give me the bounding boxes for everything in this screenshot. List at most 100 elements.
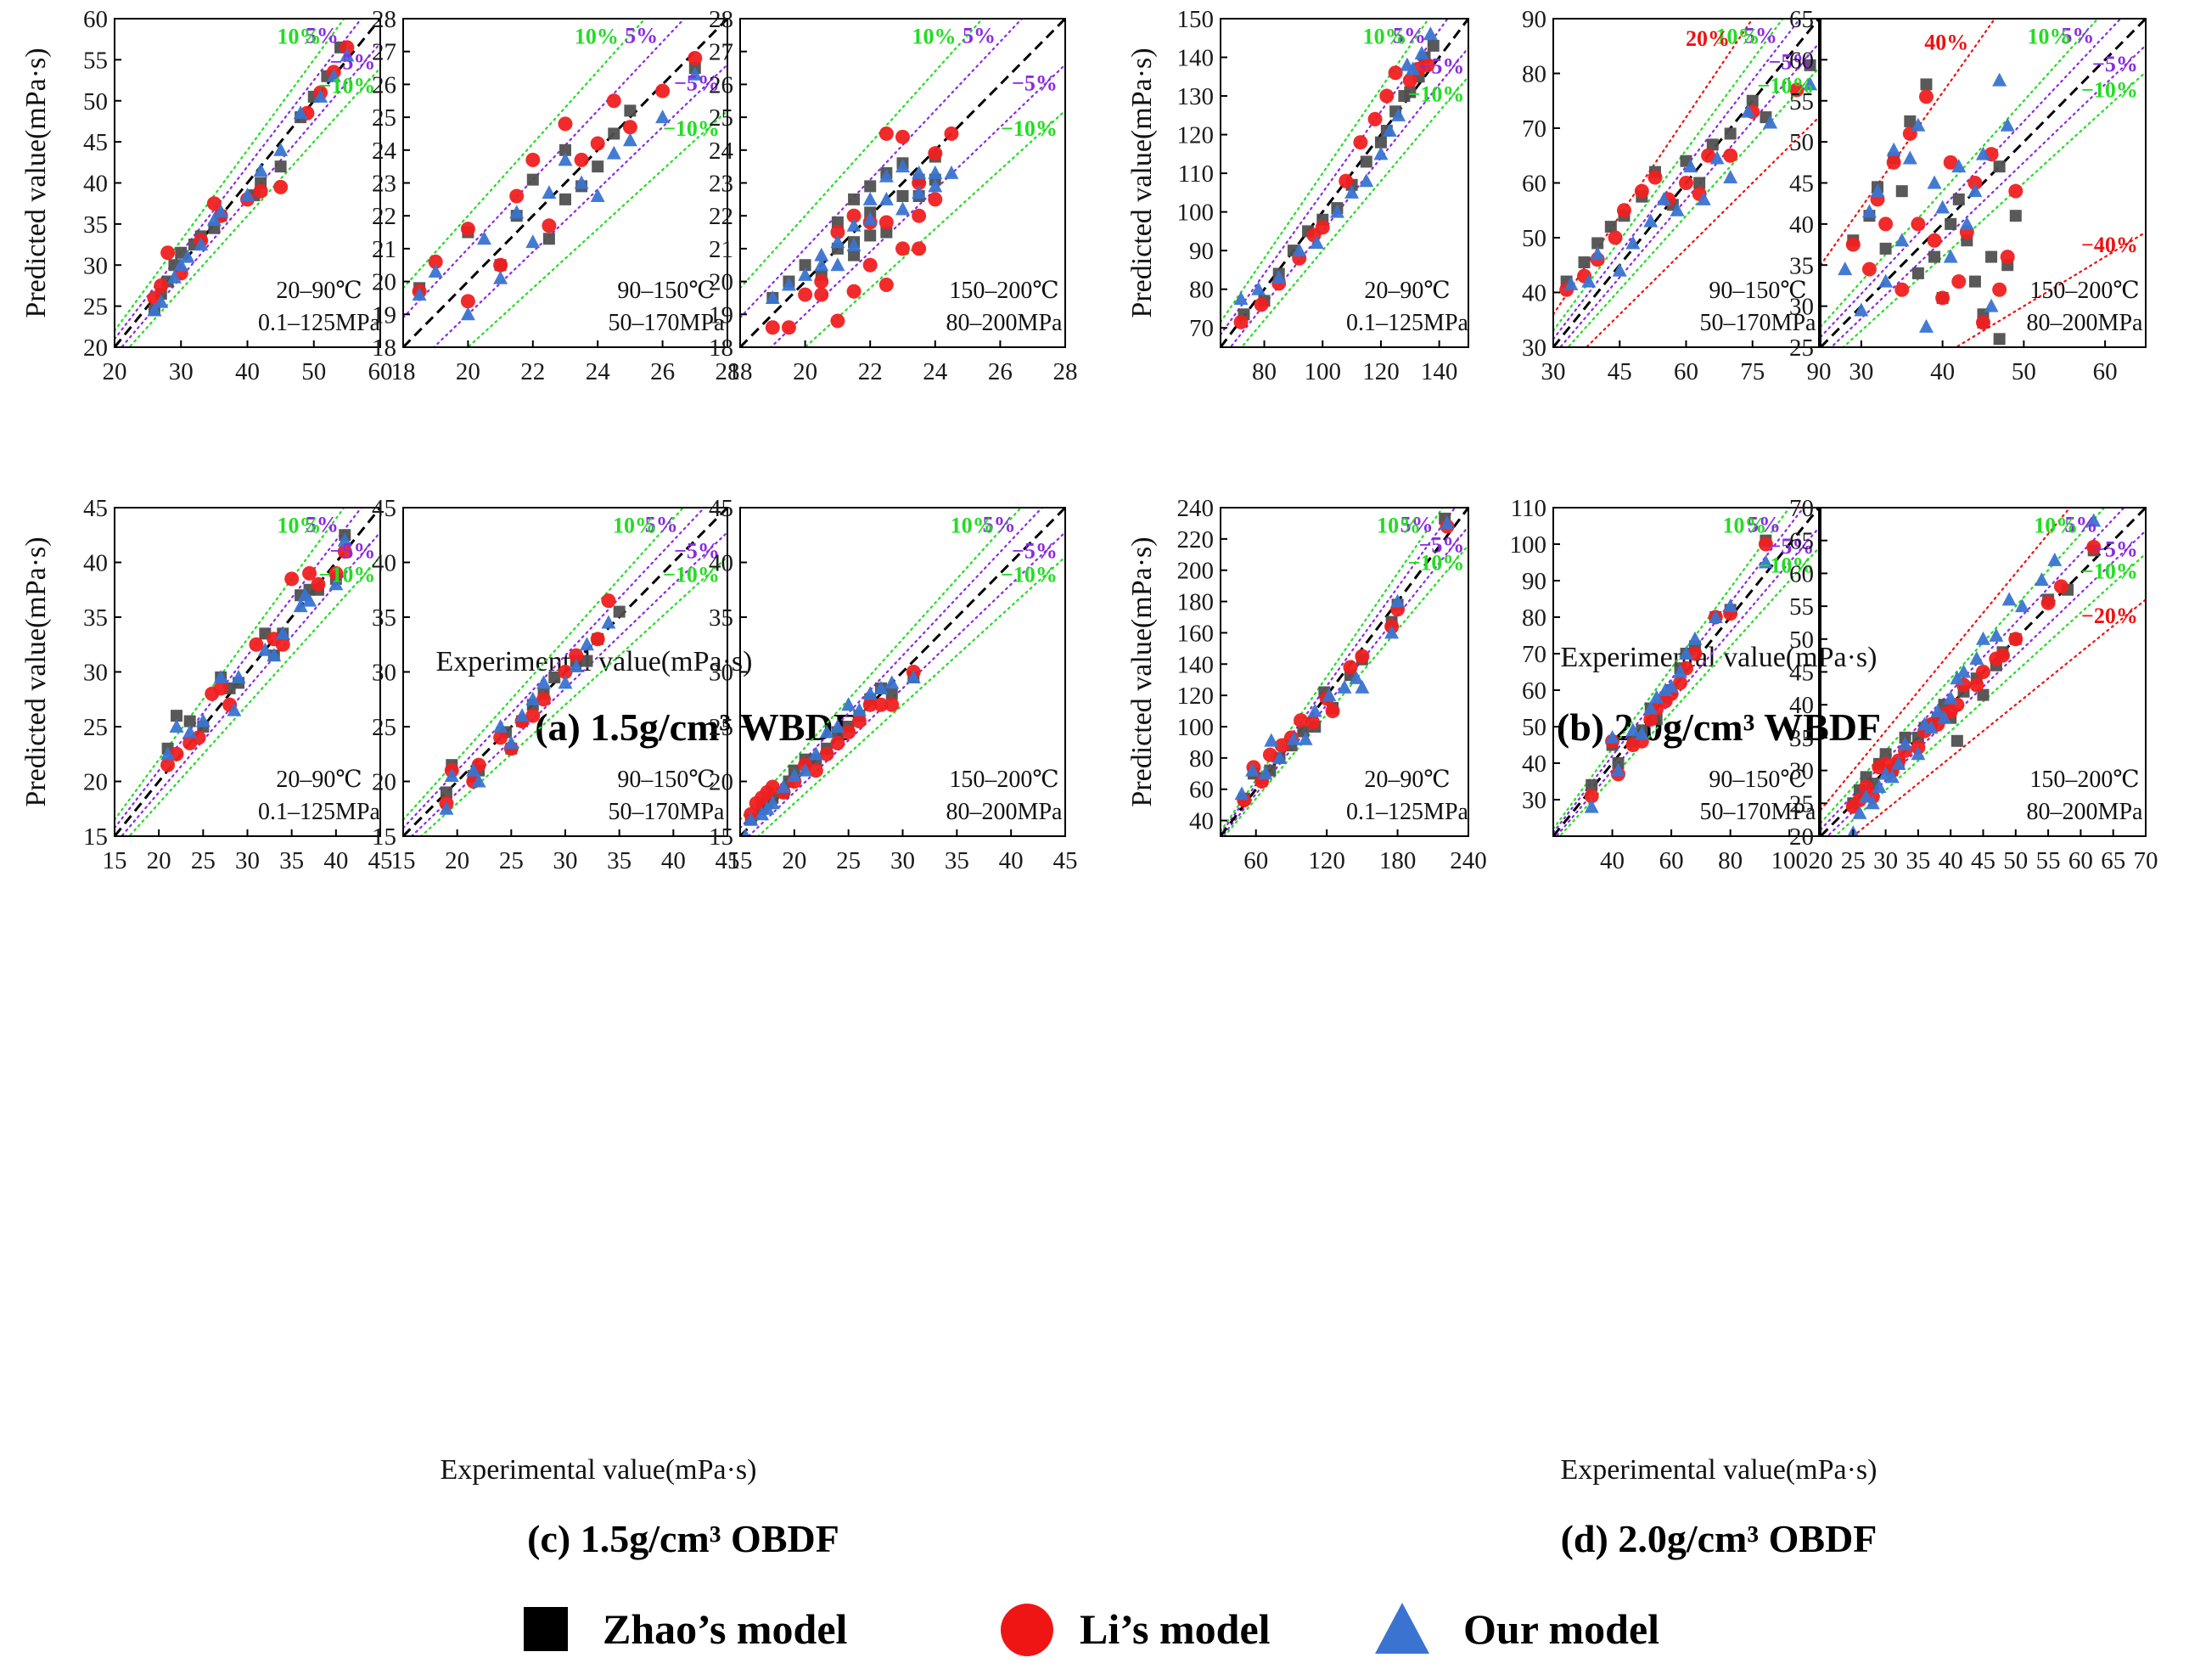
y-tick-label: 28 (372, 6, 396, 33)
marker-our (337, 532, 352, 547)
band-label-upper-5: 5% (1744, 23, 1777, 48)
marker-li (895, 129, 910, 144)
y-tick-label: 60 (83, 6, 108, 33)
marker-zhao (1804, 59, 1816, 71)
marker-our (1709, 150, 1725, 165)
marker-our (1884, 769, 1900, 784)
y-tick-label: 50 (83, 88, 108, 115)
band-lower-20 (1585, 116, 1819, 347)
marker-our (1658, 683, 1673, 696)
marker-zhao (848, 249, 861, 261)
y-tick-label: 80 (1522, 604, 1546, 632)
marker-li (765, 320, 780, 335)
marker-li (1969, 677, 1984, 693)
marker-our (1673, 664, 1688, 678)
x-tick-label: 15 (391, 847, 416, 874)
band-label-upper-5: 5% (2061, 23, 2094, 48)
x-tick-label: 140 (1421, 358, 1458, 385)
marker-our (412, 287, 427, 301)
marker-li (781, 320, 796, 335)
marker-our (1969, 651, 1984, 666)
marker-our (1943, 690, 1958, 705)
x-tick-label: 80 (1252, 358, 1277, 385)
marker-zhao (1879, 748, 1892, 761)
y-tick-label: 70 (1522, 641, 1546, 668)
marker-li (862, 697, 878, 712)
x-tick-label: 20 (1809, 847, 1833, 874)
x-tick-label: 180 (1379, 847, 1417, 874)
marker-our (1344, 184, 1360, 199)
band-label-lower-10: −10% (663, 562, 720, 587)
band-upper-10 (740, 19, 984, 289)
marker-our (1406, 61, 1421, 76)
y-tick-label: 23 (709, 171, 733, 198)
marker-our (1390, 593, 1406, 608)
panel-b-2: 5%−5% 10% −10% 20% 30 40 50 60 70 80 90 30 45 60 75 90 9… (1522, 6, 1832, 385)
y-tick-label: 24 (709, 138, 734, 165)
panel-frame (1220, 507, 1469, 837)
y-tick-label: 25 (709, 714, 733, 741)
marker-li (1420, 58, 1435, 73)
marker-our (326, 68, 341, 82)
marker-our (1935, 199, 1950, 214)
marker-our (1286, 731, 1301, 745)
marker-li (601, 593, 616, 609)
marker-our (1581, 273, 1597, 288)
marker-li (1647, 170, 1663, 185)
band-label-upper-10: 10% (2027, 25, 2071, 49)
panel-d-1: 5%−5%10% −10% 40 60 80 100 120 140 160 180 200 220 2… (1177, 495, 1487, 874)
y-tick-label: 40 (372, 550, 396, 577)
marker-our (622, 132, 637, 147)
marker-our (1894, 233, 1910, 247)
marker-our (862, 211, 878, 226)
marker-li (912, 241, 927, 256)
marker-zhao (440, 786, 452, 799)
marker-our (1322, 688, 1337, 702)
marker-our (655, 110, 671, 124)
marker-our (814, 257, 829, 272)
marker-our (1634, 726, 1649, 740)
y-tick-label: 200 (1177, 558, 1215, 585)
y-tick-label: 40 (1789, 211, 1814, 239)
chart-d: 5%−5%10%−10%4060801001201401601802002202… (1126, 495, 2158, 1560)
legend-label-li: Li’s model (1080, 1605, 1271, 1653)
y-tick-label: 20 (83, 334, 108, 362)
marker-our (744, 812, 759, 826)
marker-our (912, 185, 927, 199)
marker-our (819, 724, 834, 739)
y-axis-label: Predicted value(mPa·s) (1126, 48, 1158, 317)
y-tick-label: 220 (1177, 526, 1215, 553)
x-tick-label: 28 (1053, 358, 1078, 385)
marker-our (1679, 646, 1693, 660)
band-label-upper-10: 10% (2034, 514, 2078, 538)
marker-our (1251, 281, 1266, 295)
band-label-lower-5: −5% (1419, 532, 1465, 557)
marker-our (1803, 76, 1818, 91)
marker-li (2086, 539, 2102, 554)
x-tick-label: 45 (1053, 847, 1078, 874)
marker-li (1845, 237, 1861, 252)
condition-pressure: 0.1–125MPa (258, 310, 380, 336)
marker-our (2000, 117, 2015, 132)
marker-our (1234, 786, 1249, 801)
y-tick-label: 35 (83, 211, 108, 239)
marker-zhao (848, 193, 861, 205)
condition-pressure: 50–170MPa (1700, 310, 1816, 336)
band-upper-10 (115, 508, 345, 821)
y-tick-label: 22 (709, 203, 733, 230)
marker-our (2086, 513, 2102, 527)
band-label-lower-5: −5% (1012, 538, 1058, 563)
y-axis-label: Predicted value(mPa·s) (20, 48, 52, 317)
y-tick-label: 40 (83, 550, 108, 577)
band-label-upper-5: 5% (1748, 512, 1781, 537)
marker-li (1894, 282, 1910, 297)
y-tick-label: 40 (83, 171, 108, 198)
marker-our (1329, 204, 1344, 218)
y-tick-label: 45 (1789, 171, 1814, 198)
marker-our (509, 205, 525, 219)
marker-li (606, 93, 621, 109)
band-label-upper-5: 5% (983, 512, 1016, 537)
plot-area (740, 19, 1065, 347)
